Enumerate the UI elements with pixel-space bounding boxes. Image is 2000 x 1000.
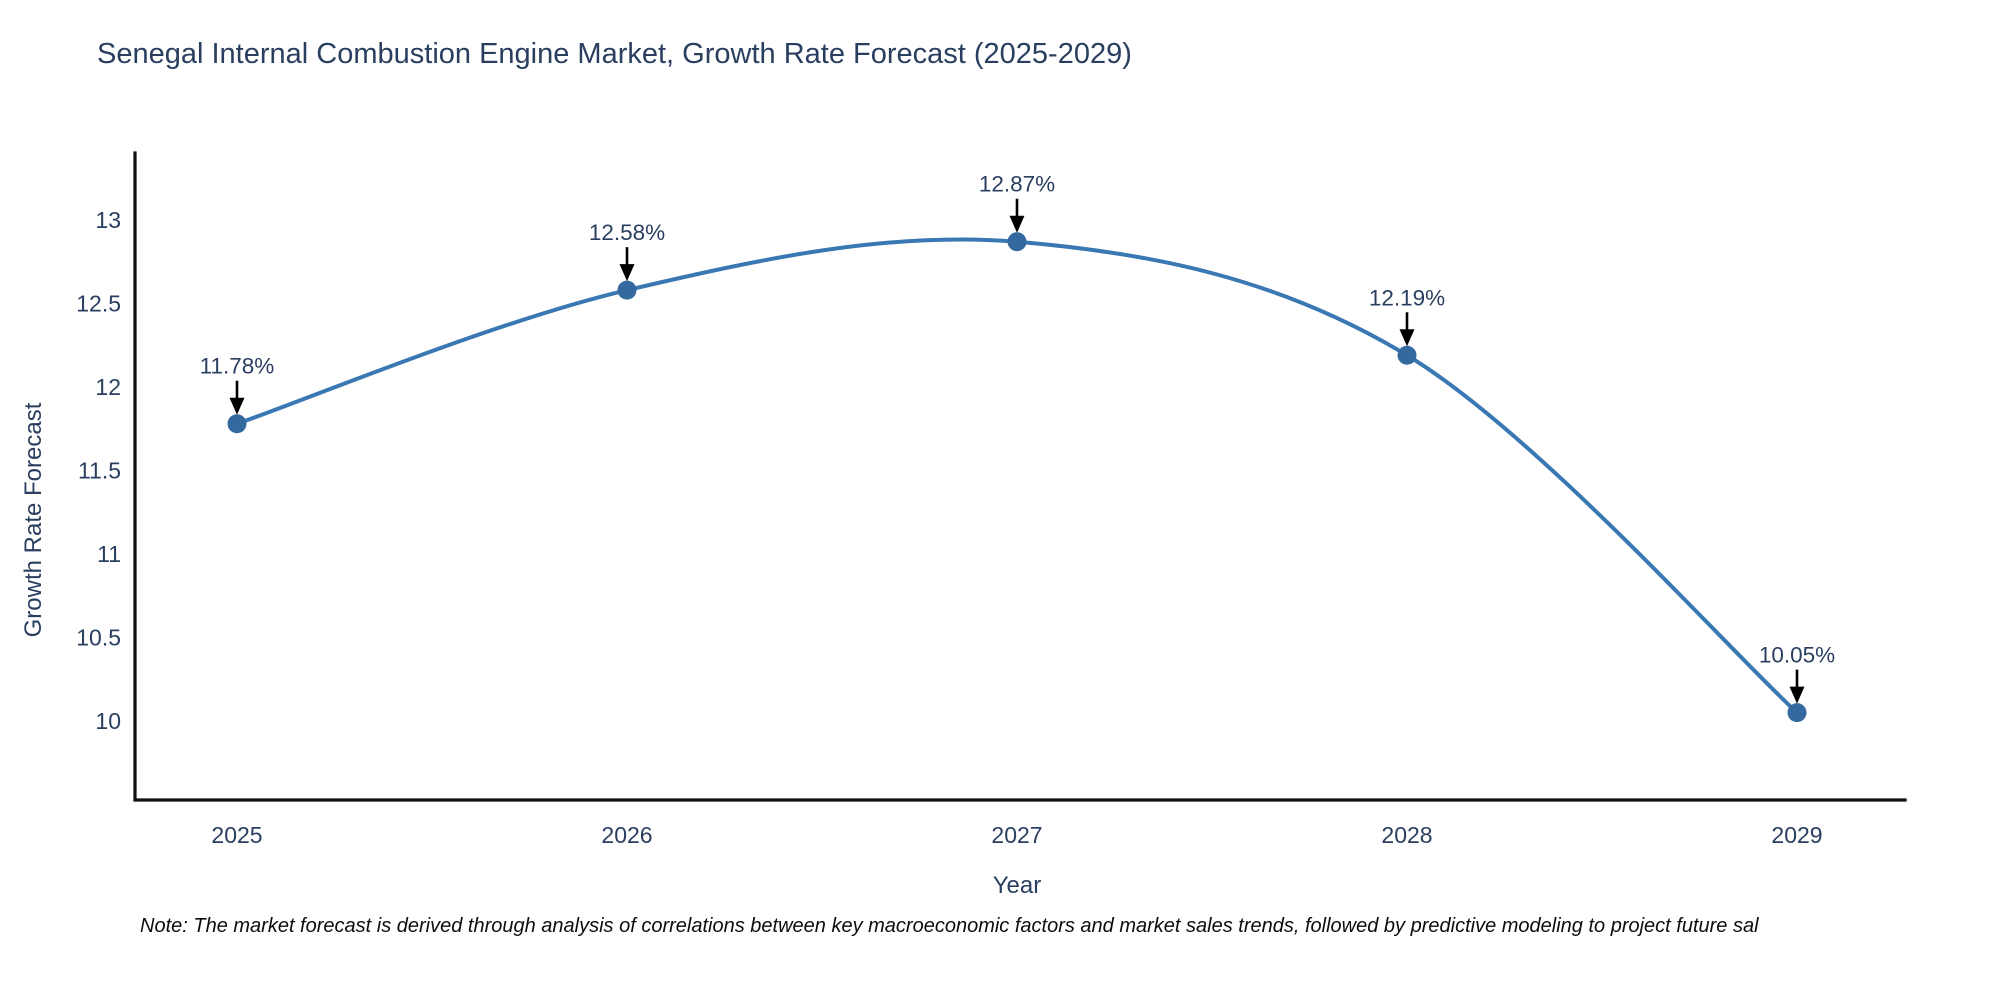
data-point-marker [617,280,637,300]
x-tick-label: 2027 [991,822,1042,848]
y-axis-title: Growth Rate Forecast [20,402,47,638]
data-point-label: 12.58% [589,220,665,245]
y-tick-label: 10 [95,708,121,734]
annotation-arrow-head [229,397,245,415]
y-tick-label: 10.5 [76,625,121,651]
x-tick-label: 2026 [601,822,652,848]
y-tick-label: 11.5 [78,458,121,484]
chart-title: Senegal Internal Combustion Engine Marke… [97,38,1132,70]
y-tick-label: 11 [97,541,121,567]
data-point-marker [227,414,247,434]
data-point-marker [1787,703,1807,723]
x-tick-label: 2028 [1381,822,1432,848]
data-point-label: 12.87% [979,172,1055,197]
forecast-line [235,237,1799,715]
y-tick-label: 12.5 [76,291,121,317]
x-axis-title: Year [992,872,1042,899]
y-tick-label: 12 [95,374,121,400]
data-point-label: 12.19% [1369,285,1445,310]
annotation-arrow-head [1789,686,1805,704]
axis-spines [133,151,1907,802]
y-tick-label: 13 [95,207,121,233]
data-point-label: 11.78% [200,354,275,379]
annotation-arrow-head [1399,329,1415,347]
x-tick-label: 2025 [211,822,262,848]
annotation-arrow-head [619,264,635,282]
data-point-label: 10.05% [1759,643,1835,668]
x-tick-label: 2029 [1771,822,1822,848]
annotation-arrow-head [1009,215,1025,233]
data-point-marker [1397,345,1417,365]
data-point-marker [1007,232,1027,252]
footnote: Note: The market forecast is derived thr… [140,915,1759,937]
